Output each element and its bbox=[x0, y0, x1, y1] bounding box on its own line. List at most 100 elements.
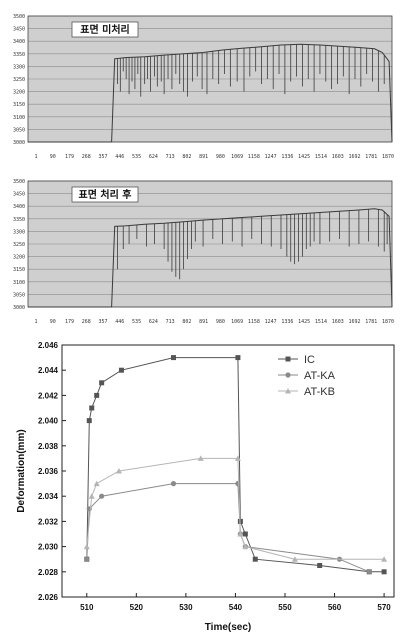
plot-border bbox=[27, 15, 393, 143]
x-tick-label: 520 bbox=[130, 603, 144, 612]
y-tick-label: 3300 bbox=[13, 64, 25, 70]
x-tick-label: 550 bbox=[278, 603, 292, 612]
y-tick-label: 3500 bbox=[13, 14, 25, 20]
x-tick-label: 802 bbox=[182, 154, 191, 160]
y-tick-label: 2.028 bbox=[38, 568, 59, 577]
x-tick-label: 560 bbox=[328, 603, 342, 612]
y-tick-label: 3200 bbox=[13, 255, 25, 261]
data-point bbox=[235, 355, 241, 361]
data-point bbox=[366, 569, 372, 575]
chart-panel-deformation: 2.046 2.044 2.042 2.040 2.038 2.036 2.034 2.032… bbox=[0, 335, 404, 640]
y-tick-label: 2.032 bbox=[38, 517, 59, 526]
x-tick-label: 1069 bbox=[231, 319, 243, 325]
y-tick-label: 3350 bbox=[13, 217, 25, 223]
data-point bbox=[115, 468, 122, 474]
data-point bbox=[84, 556, 90, 562]
plot-border bbox=[27, 180, 393, 308]
y-tick-label: 3050 bbox=[13, 292, 25, 298]
y-tick-label: 3200 bbox=[13, 90, 25, 96]
x-tick-label: 1158 bbox=[248, 319, 260, 325]
data-point bbox=[242, 543, 249, 550]
series-line bbox=[28, 208, 393, 308]
x-tick-label: 268 bbox=[82, 154, 91, 160]
line-chart-treated: 3500 3450 3400 3350 3300 3250 3200 3150 3100 3050… bbox=[13, 179, 394, 325]
chart-panel-treated: 3500 3450 3400 3350 3300 3250 3200 3150 3100 3050… bbox=[0, 175, 404, 335]
legend-marker bbox=[285, 388, 291, 394]
series-line bbox=[28, 43, 393, 143]
data-point bbox=[89, 405, 95, 411]
data-point bbox=[252, 556, 258, 562]
y-tick-label: 2.034 bbox=[38, 492, 59, 501]
legend-marker bbox=[285, 372, 291, 378]
x-tick-label: 90 bbox=[50, 319, 56, 325]
y-tick-label: 3000 bbox=[13, 140, 25, 146]
x-tick-label: 1781 bbox=[365, 319, 377, 325]
plot-border bbox=[61, 344, 395, 598]
deformation-chart: 2.046 2.044 2.042 2.040 2.038 2.036 2.034 2.032… bbox=[16, 341, 395, 633]
x-tick-label: 1069 bbox=[231, 154, 243, 160]
legend-label: IC bbox=[304, 354, 315, 366]
x-tick-label: 891 bbox=[199, 319, 208, 325]
x-tick-label: 530 bbox=[179, 603, 193, 612]
x-tick-label: 713 bbox=[166, 154, 175, 160]
y-tick-label: 2.030 bbox=[38, 543, 59, 552]
x-tick-label: 446 bbox=[115, 154, 124, 160]
line-chart-untreated: 3500 3450 3400 3350 3300 3250 3200 3150 3100 3050… bbox=[13, 14, 394, 160]
x-tick-label: 713 bbox=[166, 319, 175, 325]
x-tick-label: 1603 bbox=[332, 154, 344, 160]
data-point bbox=[88, 493, 95, 499]
chart-title: 표면 처리 후 bbox=[79, 188, 132, 201]
x-tick-label: 980 bbox=[216, 319, 225, 325]
data-point bbox=[93, 480, 100, 487]
y-tick-label: 3050 bbox=[13, 127, 25, 133]
data-point bbox=[242, 531, 248, 537]
data-point bbox=[317, 563, 323, 568]
x-tick-label: 1603 bbox=[332, 319, 344, 325]
y-tick-label: 3150 bbox=[13, 102, 25, 108]
x-tick-label: 179 bbox=[65, 319, 74, 325]
x-tick-label: 1158 bbox=[248, 154, 260, 160]
x-tick-label: 891 bbox=[199, 154, 208, 160]
x-tick-label: 624 bbox=[149, 319, 158, 325]
legend-label: AT-KB bbox=[304, 386, 335, 398]
x-tick-label: 535 bbox=[132, 154, 141, 160]
x-tick-label: 1425 bbox=[298, 154, 310, 160]
y-tick-label: 3300 bbox=[13, 229, 25, 235]
y-axis-title: Deformation(mm) bbox=[16, 429, 27, 512]
chart-title: 표면 미처리 bbox=[80, 23, 129, 36]
x-tick-label: 535 bbox=[132, 319, 141, 325]
y-tick-label: 3250 bbox=[13, 242, 25, 248]
x-tick-label: 1514 bbox=[315, 319, 327, 325]
y-tick-label: 2.046 bbox=[38, 341, 59, 350]
data-point bbox=[99, 493, 105, 499]
legend-label: AT-KA bbox=[304, 370, 336, 382]
y-tick-label: 2.040 bbox=[38, 417, 59, 426]
y-tick-label: 2.038 bbox=[38, 442, 59, 451]
x-tick-label: 1336 bbox=[281, 154, 293, 160]
y-tick-label: 2.026 bbox=[38, 593, 59, 602]
y-tick-label: 2.042 bbox=[38, 391, 59, 400]
x-tick-label: 1247 bbox=[265, 319, 277, 325]
x-tick-label: 1692 bbox=[348, 319, 360, 325]
x-tick-label: 1247 bbox=[265, 154, 277, 160]
data-point bbox=[170, 481, 177, 487]
x-tick-label: 1870 bbox=[382, 154, 394, 160]
y-tick-label: 3250 bbox=[13, 77, 25, 83]
x-tick-label: 179 bbox=[65, 154, 74, 160]
y-tick-label: 3400 bbox=[13, 204, 25, 210]
data-point bbox=[94, 392, 100, 398]
x-tick-label: 570 bbox=[377, 603, 391, 612]
data-point bbox=[381, 569, 387, 575]
data-point bbox=[291, 556, 298, 562]
data-point bbox=[237, 531, 244, 537]
legend-marker bbox=[285, 356, 291, 362]
x-tick-label: 510 bbox=[80, 603, 94, 612]
y-tick-label: 2.044 bbox=[38, 366, 59, 375]
x-tick-label: 540 bbox=[229, 603, 243, 612]
y-tick-label: 3350 bbox=[13, 52, 25, 58]
x-axis-title: Time(sec) bbox=[205, 622, 252, 633]
x-tick-label: 268 bbox=[82, 319, 91, 325]
chart-panel-untreated: 3500 3450 3400 3350 3300 3250 3200 3150 3100 3050… bbox=[0, 10, 404, 170]
x-tick-label: 980 bbox=[216, 154, 225, 160]
x-tick-label: 357 bbox=[99, 319, 108, 325]
